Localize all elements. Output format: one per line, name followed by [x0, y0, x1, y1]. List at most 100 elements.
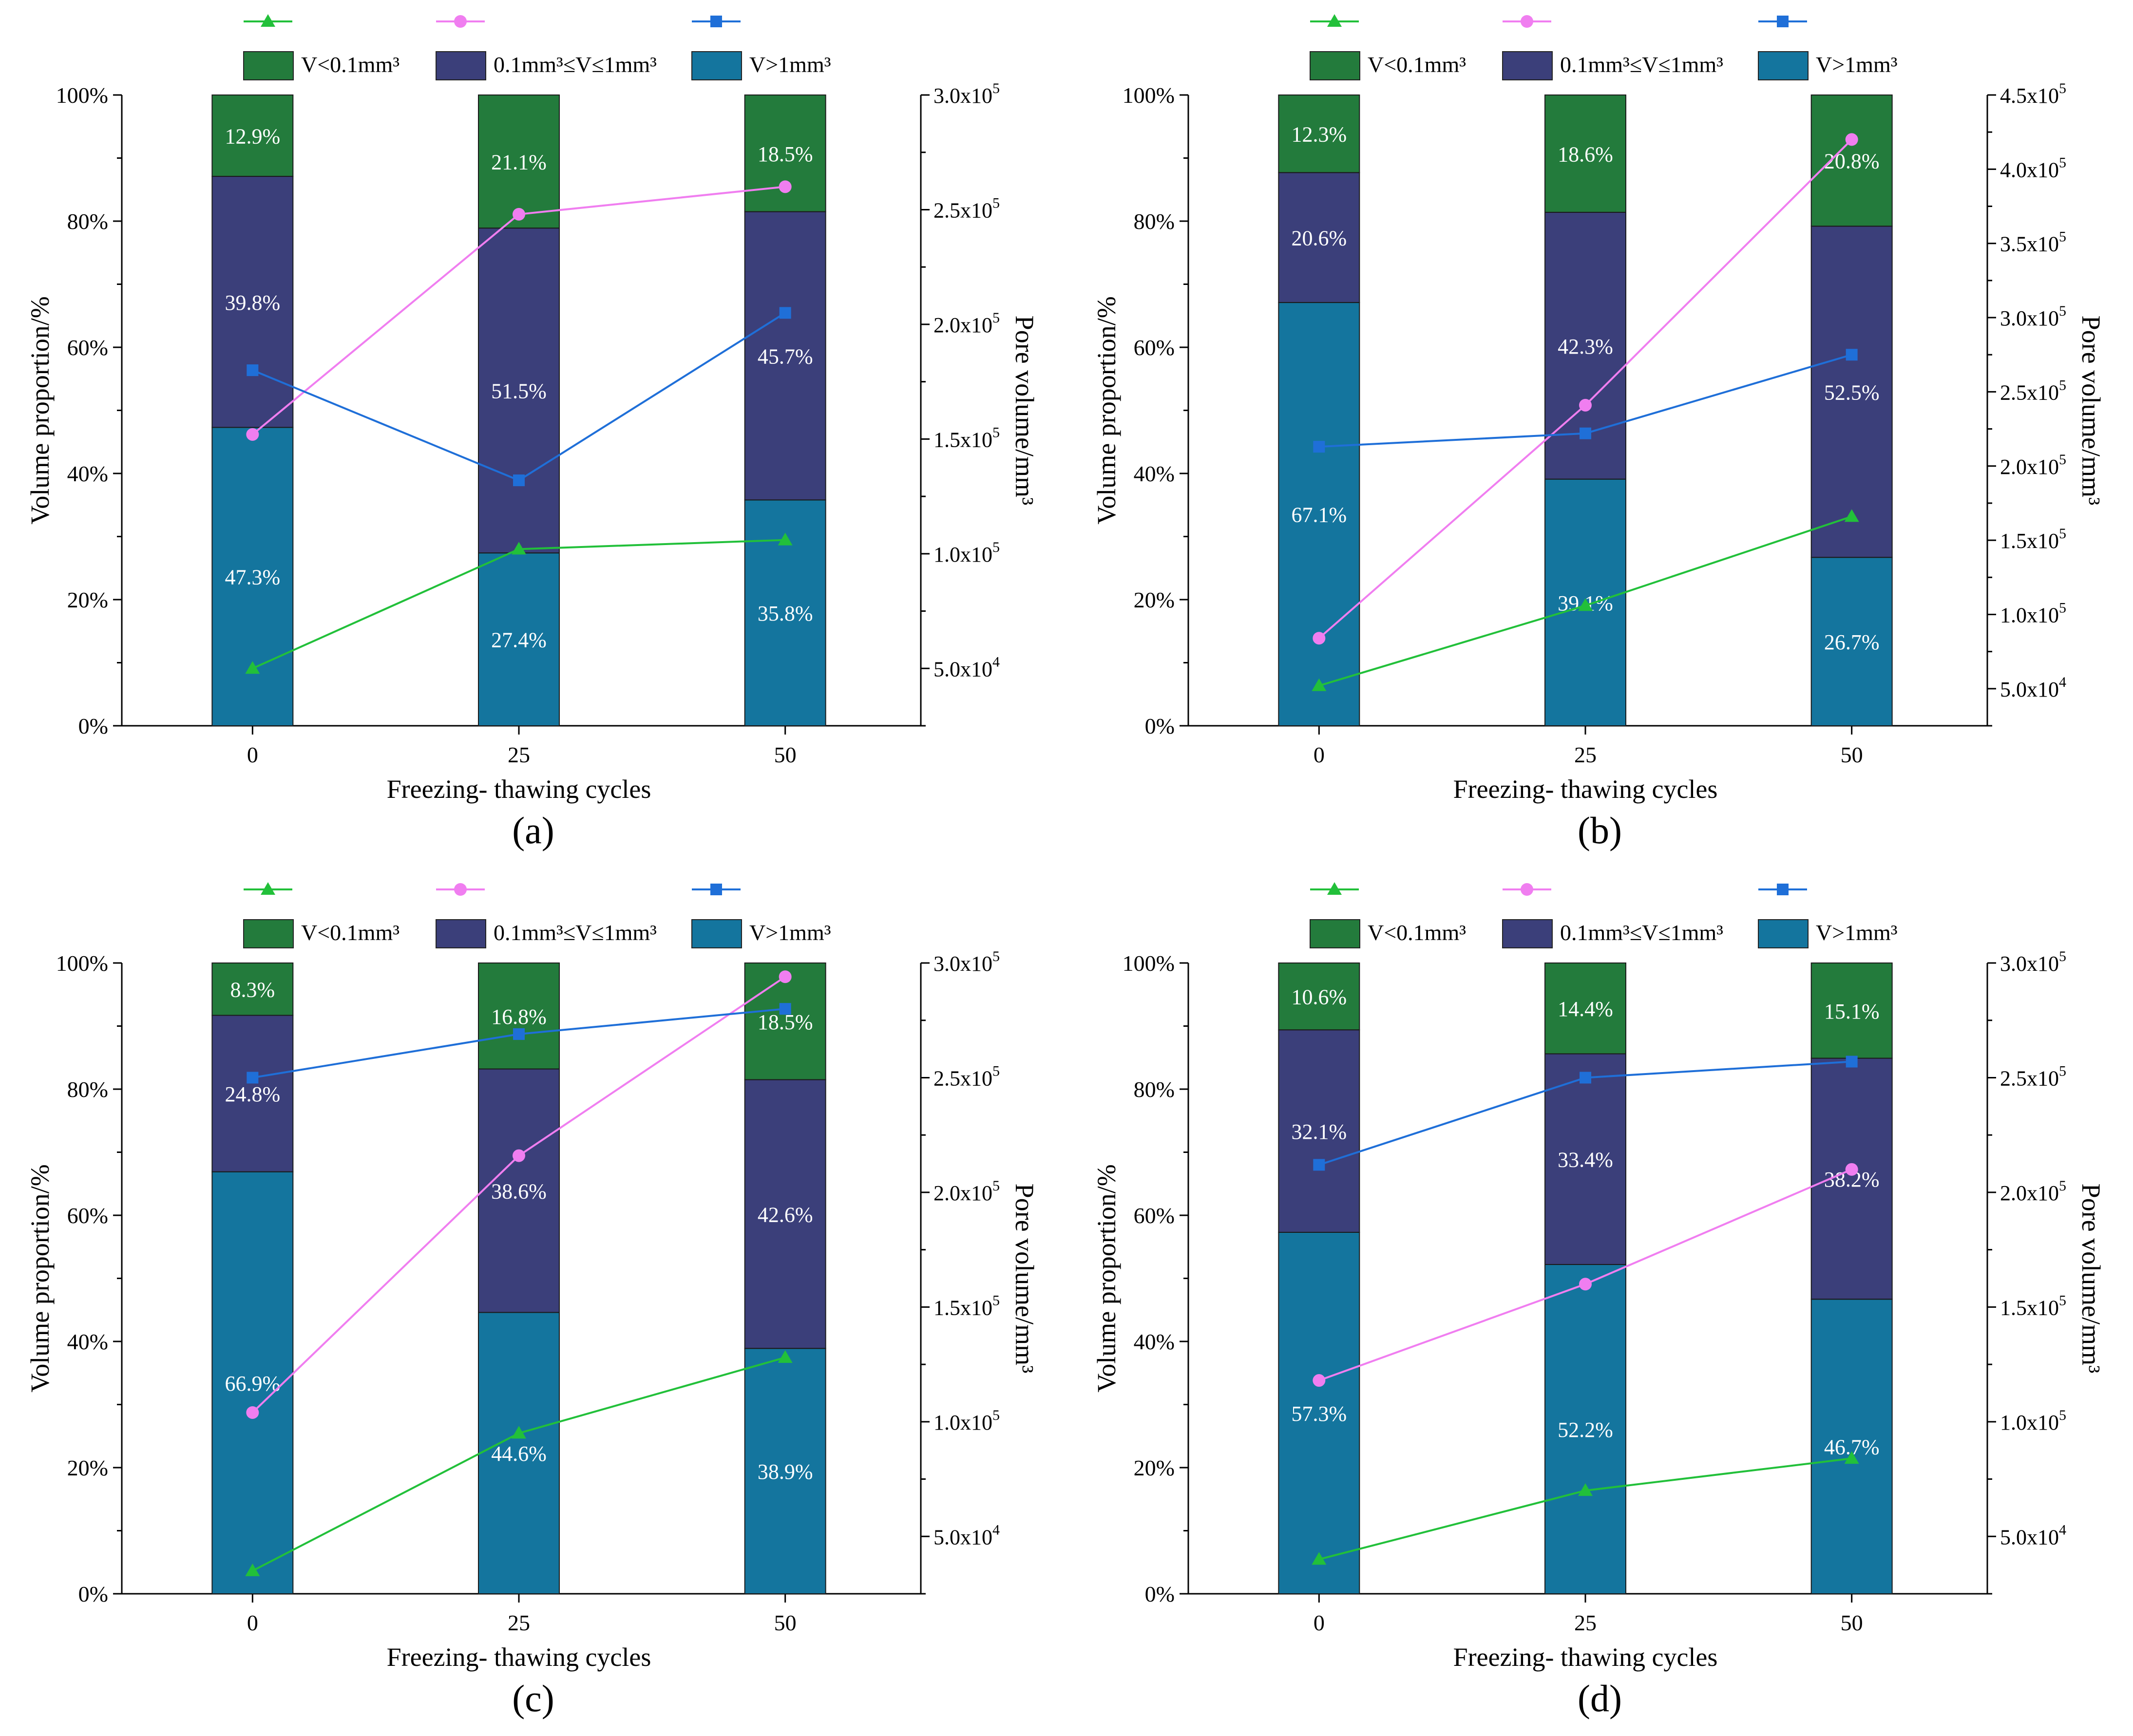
left-tick-label: 0%: [78, 1582, 108, 1606]
left-tick-label: 40%: [1134, 1329, 1175, 1354]
right-tick-exponent: 5: [2059, 452, 2066, 468]
bar-data-label: 26.7%: [1824, 630, 1880, 654]
bar-data-label: 42.3%: [1558, 335, 1613, 359]
right-tick-exponent: 5: [2059, 1292, 2066, 1308]
bar-data-label: 67.1%: [1292, 503, 1347, 527]
bar-data-label: 20.8%: [1824, 150, 1880, 173]
bar-segment-2: [211, 176, 294, 428]
bar-segment-1: [1810, 557, 1893, 726]
left-tick-label: 60%: [1134, 335, 1175, 360]
legend-marker-1: [1327, 882, 1342, 895]
right-tick-label: 2.0x105: [2000, 1178, 2066, 1205]
legend-swatch-3: [691, 51, 742, 80]
right-tick-base: 1.5x10: [2000, 529, 2059, 553]
series-point-3: [1313, 441, 1325, 453]
right-axis-title: Pore volume/mm³: [1010, 316, 1039, 506]
legend-marker-3: [710, 16, 722, 27]
right-tick-exponent: 5: [2059, 600, 2066, 616]
legend-marker-2: [454, 15, 467, 28]
legend-label-1: V<0.1mm³: [1368, 920, 1466, 945]
bar-data-label: 38.6%: [491, 1179, 547, 1203]
right-tick-base: 1.5x10: [933, 428, 992, 452]
series-point-3: [1313, 1159, 1325, 1171]
right-tick-label: 2.0x105: [933, 310, 1000, 337]
legend-b: V<0.1mm³ 0.1mm³≤V≤1mm³ V>1mm³: [1310, 14, 1898, 80]
legend-label-3: V>1mm³: [749, 920, 831, 945]
bar-data-label: 32.1%: [1292, 1120, 1347, 1144]
bar-segment-3: [1278, 94, 1360, 173]
bar-data-label: 14.4%: [1558, 997, 1613, 1021]
bar-segment-3: [1810, 962, 1893, 1059]
x-tick-label: 0: [1314, 1610, 1325, 1635]
bar-segment-3: [478, 962, 560, 1070]
left-tick-label: 80%: [1134, 1077, 1175, 1102]
legend-swatch-2: [436, 51, 486, 80]
x-tick-label: 25: [1574, 1610, 1597, 1635]
bar-segment-2: [1810, 1057, 1893, 1300]
right-tick-base: 1.0x10: [2000, 1411, 2059, 1434]
chart-panel-c: V<0.1mm³ 0.1mm³≤V≤1mm³ V>1mm³ 0% 20% 40% 60% 80…: [0, 868, 1066, 1736]
series-point-2: [779, 970, 792, 983]
right-tick-label: 2.5x105: [2000, 377, 2066, 404]
legend-swatch-1: [1310, 919, 1360, 948]
legend-swatch-3: [1758, 51, 1809, 80]
right-tick-label: 5.0x104: [933, 1522, 1000, 1549]
right-axis-title: Pore volume/mm³: [2076, 1184, 2106, 1374]
series-point-3: [513, 1028, 525, 1040]
right-tick-base: 2.0x10: [933, 1181, 992, 1205]
right-tick-label: 1.5x105: [2000, 526, 2066, 553]
x-tick-label: 0: [1314, 742, 1325, 767]
series-point-2: [1845, 1163, 1858, 1176]
right-tick-base: 4.0x10: [2000, 158, 2059, 182]
right-tick-base: 5.0x10: [2000, 678, 2059, 701]
series-point-1: [512, 1426, 526, 1439]
bar-segment-3: [1544, 962, 1626, 1055]
right-tick-label: 2.0x105: [933, 1178, 1000, 1205]
right-tick-exponent: 5: [992, 80, 1000, 96]
bar-data-label: 47.3%: [225, 566, 281, 589]
right-tick-label: 1.0x105: [933, 539, 1000, 566]
x-tick-label: 50: [1841, 1610, 1863, 1635]
legend-label-1: V<0.1mm³: [301, 52, 400, 77]
right-tick-label: 3.5x105: [2000, 229, 2066, 256]
bar-data-label: 15.1%: [1824, 1000, 1880, 1023]
series-point-1: [512, 542, 526, 555]
bar-segment-2: [744, 211, 826, 501]
series-point-2: [1313, 632, 1326, 645]
right-tick-label: 3.0x105: [933, 948, 1000, 976]
bar-segment-1: [211, 427, 294, 726]
legend-marker-1: [261, 14, 275, 27]
series-point-3: [1846, 1056, 1858, 1068]
series-point-1: [1312, 678, 1327, 691]
series-point-3: [779, 1003, 791, 1015]
left-tick-label: 100%: [56, 951, 108, 976]
left-axis-title: Volume proportion/%: [25, 296, 55, 524]
right-tick-exponent: 5: [2059, 1063, 2066, 1079]
x-tick-label: 0: [247, 1610, 258, 1635]
series-point-3: [1580, 427, 1591, 439]
legend-swatch-2: [436, 919, 486, 948]
panel-label-d: (d): [1578, 1677, 1622, 1719]
right-tick-base: 4.5x10: [2000, 84, 2059, 108]
left-tick-label: 20%: [67, 1455, 108, 1480]
right-tick-exponent: 5: [2059, 948, 2066, 964]
series-point-1: [1312, 1552, 1327, 1565]
right-tick-label: 4.5x105: [2000, 80, 2066, 108]
right-tick-base: 2.0x10: [2000, 455, 2059, 479]
right-tick-exponent: 5: [992, 310, 1000, 326]
right-tick-exponent: 5: [992, 1407, 1000, 1423]
legend-label-3: V>1mm³: [749, 52, 831, 77]
right-tick-exponent: 5: [2059, 80, 2066, 96]
bar-data-label: 12.9%: [225, 125, 281, 149]
legend-label-3: V>1mm³: [1816, 52, 1898, 77]
series-point-3: [779, 307, 791, 319]
right-tick-label: 1.5x105: [933, 1292, 1000, 1320]
right-tick-exponent: 5: [2059, 377, 2066, 393]
bar-segment-1: [1544, 1264, 1626, 1594]
right-tick-exponent: 5: [2059, 1407, 2066, 1423]
bar-segment-3: [211, 962, 294, 1016]
right-tick-label: 4.0x105: [2000, 154, 2066, 182]
left-tick-label: 80%: [1134, 209, 1175, 234]
legend-marker-3: [710, 884, 722, 895]
right-tick-exponent: 5: [2059, 229, 2066, 245]
